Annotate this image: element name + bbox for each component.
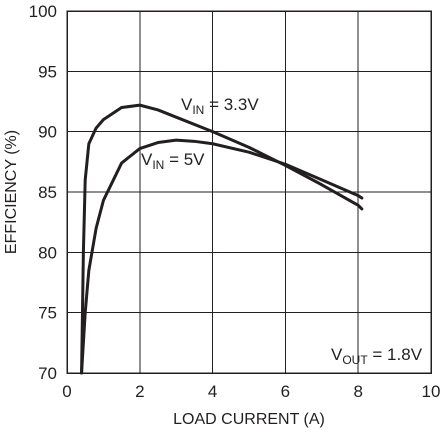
x-tick-label: 10 xyxy=(422,382,441,401)
x-axis-label: LOAD CURRENT (A) xyxy=(173,411,325,428)
y-tick-label: 90 xyxy=(38,123,57,142)
series-line-vin-5v xyxy=(80,138,364,375)
x-tick-label: 0 xyxy=(62,382,71,401)
plot-frame xyxy=(66,10,432,374)
tick-labels: 0 2 4 6 8 10 70 75 80 85 90 95 100 xyxy=(29,2,441,401)
x-tick-label: 8 xyxy=(353,382,362,401)
x-tick-label: 4 xyxy=(208,382,217,401)
series-label-vin-3v3: VIN = 3.3V xyxy=(181,95,259,117)
y-tick-label: 100 xyxy=(29,2,57,21)
y-tick-label: 70 xyxy=(38,364,57,383)
y-tick-label: 80 xyxy=(38,243,57,262)
series-label-vin-5v: VIN = 5V xyxy=(141,150,205,172)
series-curves xyxy=(80,103,364,375)
y-tick-label: 85 xyxy=(38,183,57,202)
y-tick-label: 95 xyxy=(38,62,57,81)
vout-annotation: VOUT = 1.8V xyxy=(331,345,423,367)
series-line-vin-3v3 xyxy=(80,103,364,375)
y-axis-label: EFFICIENCY (%) xyxy=(3,130,20,254)
x-tick-label: 2 xyxy=(135,382,144,401)
x-tick-label: 6 xyxy=(281,382,290,401)
grid xyxy=(67,11,431,373)
y-tick-label: 75 xyxy=(38,304,57,323)
